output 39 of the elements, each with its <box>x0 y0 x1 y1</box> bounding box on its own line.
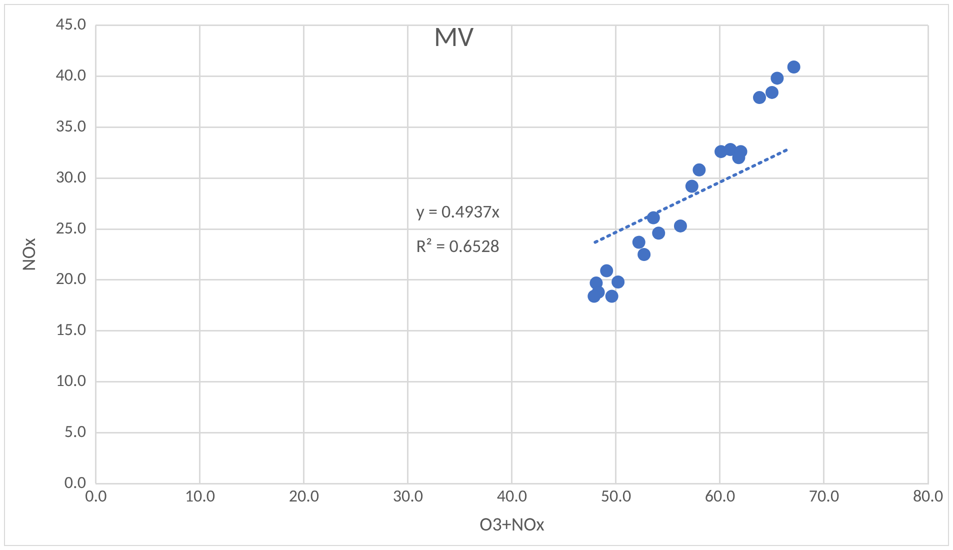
point <box>685 180 698 193</box>
point <box>770 72 784 85</box>
y-tick-label: 25.0 <box>56 217 86 238</box>
point <box>692 163 706 176</box>
x-tick-label: 20.0 <box>288 485 320 506</box>
y-tick-label: 0.0 <box>64 472 86 494</box>
y-tick-label: 10.0 <box>56 370 86 392</box>
point <box>753 91 766 104</box>
y-tick-label: 45.0 <box>56 13 86 34</box>
x-tick-label: 60.0 <box>704 485 736 506</box>
point <box>674 219 687 232</box>
y-axis-title: NOx <box>18 237 42 271</box>
y-tick-label: 5.0 <box>64 421 86 442</box>
point <box>612 276 625 289</box>
y-tick-label: 35.0 <box>56 115 86 136</box>
point <box>787 60 800 74</box>
annotation: y = 0.4937x <box>416 200 500 223</box>
y-tick-label: 15.0 <box>56 319 86 340</box>
point <box>588 290 601 303</box>
chart-title: MV <box>434 19 474 54</box>
x-tick-label: 30.0 <box>392 485 424 506</box>
x-tick-label: 40.0 <box>496 485 528 506</box>
point <box>652 226 666 240</box>
point <box>605 290 618 303</box>
point <box>646 211 660 224</box>
x-tick-label: 0.0 <box>85 485 108 506</box>
point <box>600 264 614 278</box>
y-tick-label: 40.0 <box>56 64 86 86</box>
point <box>632 236 646 249</box>
annotation: R² = 0.6528 <box>416 235 500 258</box>
y-tick-label: 20.0 <box>56 268 86 290</box>
x-axis-title: O3+NOx <box>480 513 546 536</box>
point <box>638 248 651 261</box>
y-tick-label: 30.0 <box>56 166 86 188</box>
x-tick-label: 10.0 <box>184 485 216 506</box>
x-tick-label: 80.0 <box>912 485 944 506</box>
x-tick-label: 70.0 <box>808 485 840 506</box>
point <box>765 86 778 99</box>
x-tick-label: 50.0 <box>600 485 632 506</box>
